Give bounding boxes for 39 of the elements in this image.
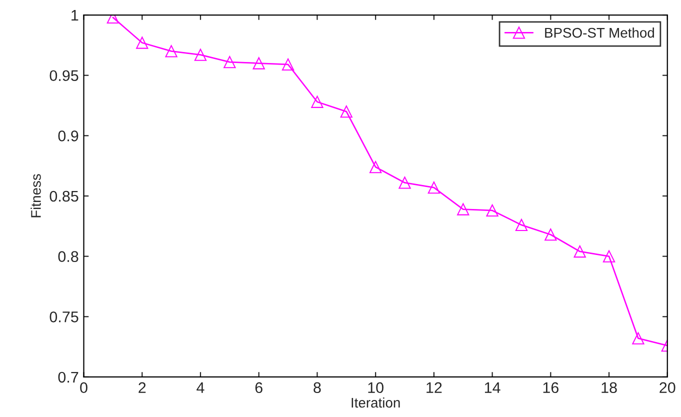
x-axis-title: Iteration [352,397,400,408]
x-tick-label: 8 [314,382,321,394]
point [252,57,265,70]
point [602,250,616,262]
y-tick-label: 0.85 [50,190,78,202]
point [428,181,440,194]
x-tick-label: 2 [138,382,146,393]
point [369,160,382,174]
point [311,96,324,108]
x-tick-label: 0 [80,382,88,394]
y-tick-label: 0.7 [58,372,78,383]
point [194,48,207,61]
y-tick-label: 1 [72,10,78,21]
point [632,332,644,344]
x-tick-label: 12 [426,382,442,393]
x-tick-label: 14 [484,382,500,393]
point [398,176,411,189]
x-tick-label: 4 [196,382,204,393]
x-tick-label: 20 [660,382,676,394]
point [515,218,528,232]
point [544,228,557,241]
point [282,58,294,71]
y-axis-title: Fitness [30,174,41,218]
point [224,56,236,68]
y-tick-label: 0.75 [50,312,78,322]
legend-label: BPSO-ST Method [545,28,654,38]
y-tick-label: 0.8 [58,251,78,262]
point [136,36,148,49]
point [165,45,178,58]
x-tick-label: 18 [602,382,617,394]
x-tick-label: 10 [368,382,384,394]
point [574,245,586,258]
point [486,204,498,217]
y-tick-label: 0.9 [58,130,78,142]
x-tick-label: 6 [255,382,262,394]
y-tick-label: 0.95 [50,70,78,82]
x-tick-label: 16 [543,382,558,394]
point [457,203,470,216]
point [340,105,352,118]
